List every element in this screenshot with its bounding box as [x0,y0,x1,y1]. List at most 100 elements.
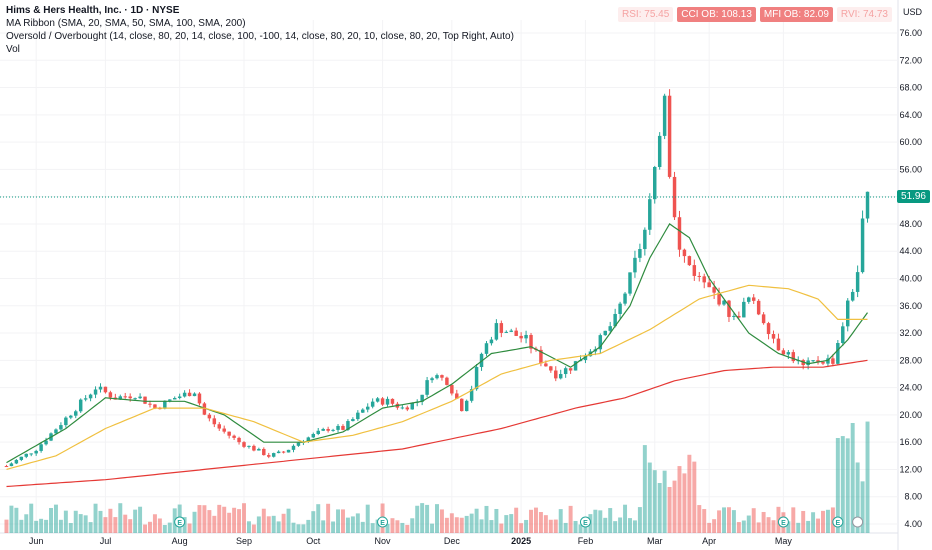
volume-bar [712,519,717,533]
volume-bar [717,510,722,533]
volume-bar [845,438,850,533]
symbol-title[interactable]: Hims & Hers Health, Inc. · 1D · NYSE [6,5,180,16]
candle-body [786,352,791,355]
volume-bar [499,523,504,533]
indicator-oversold-overbought[interactable]: Oversold / Overbought (14, close, 80, 20… [6,31,514,42]
x-tick-label: Mar [647,536,663,546]
volume-bar [741,520,746,533]
x-tick-label: Sep [236,536,252,546]
candle-body [291,445,296,450]
candle-body [831,358,835,364]
candle-body [123,396,127,398]
candle-body [435,375,439,379]
x-tick-label: Dec [444,536,461,546]
candle-body [544,363,548,367]
volume-bar [331,521,336,533]
volume-bar [415,505,420,533]
y-tick-label: 68.00 [899,83,922,93]
lightning-icon [852,516,864,528]
volume-bar [34,520,39,533]
volume-bar [29,503,34,533]
candle-body [776,338,781,351]
candle-body [549,366,553,371]
y-tick-label: 12.00 [899,464,922,474]
candle-body [633,257,637,273]
volume-bar [524,519,529,533]
candle-body [227,431,231,436]
volume-bar [133,509,138,533]
currency-label[interactable]: USD [902,7,922,17]
volume-bar [276,521,281,533]
candle-body [321,428,325,431]
volume-bar [474,508,479,533]
volume-bar [375,519,380,533]
volume-bar [632,520,637,533]
candle-body [850,291,855,301]
candle-body [168,399,172,401]
candle-body [751,297,756,301]
candle-body [187,392,192,397]
volume-bar [593,509,598,533]
candle-body [420,394,424,402]
volume-bar [246,521,251,533]
candle-body [326,428,330,431]
candle-body [78,399,83,412]
volume-bar [321,520,326,533]
volume-bar [786,521,791,533]
volume-bar [825,509,830,533]
candle-body [128,396,132,399]
candle-body [281,451,286,453]
candle-body [148,403,152,405]
candle-body [618,303,622,314]
y-tick-label: 36.00 [899,301,922,311]
candle-body [806,360,810,366]
candle-body [252,445,256,451]
candle-body [108,392,113,398]
indicator-badges: RSI: 75.45 CCI OB: 108.13 MFI OB: 82.09 … [618,7,892,22]
volume-bar [479,519,484,533]
candle-body [568,368,573,371]
candle-body [638,249,642,258]
candle-body [257,448,261,451]
volume-bar [251,524,256,533]
x-tick-label: Jul [100,536,112,546]
candle-body [742,301,746,318]
volume-bar [370,523,375,533]
volume-bar [444,517,449,533]
volume-bar [761,511,766,533]
y-tick-label: 48.00 [899,219,922,229]
candle-body [445,377,449,385]
volume-bar [439,509,444,533]
indicator-volume[interactable]: Vol [6,44,20,55]
volume-bar [222,506,227,533]
candle-body [484,343,489,354]
volume-bar [662,470,667,533]
volume-bar [88,522,93,533]
candle-body [356,412,360,420]
volume-bar [148,521,152,533]
x-tick-label: Oct [306,536,321,546]
volume-bar [682,473,687,533]
candle-body [460,398,464,412]
volume-bar [568,505,573,533]
y-tick-label: 40.00 [899,274,922,284]
candle-body [667,95,672,177]
volume-bar [39,518,44,533]
indicator-ma-ribbon[interactable]: MA Ribbon (SMA, 20, SMA, 50, SMA, 100, S… [6,18,246,29]
candle-body [697,275,702,277]
volume-bar [24,514,29,533]
candle-body [717,292,721,305]
candle-body [262,448,266,456]
candle-body [771,334,776,339]
candle-body [682,249,687,257]
volume-bar [326,503,331,533]
candle-body [440,375,444,378]
volume-bar [509,514,514,533]
candle-body [425,380,429,395]
earnings-marker-label: E [583,520,588,527]
volume-bar [816,518,821,533]
volume-bar [667,486,672,533]
x-tick-label: Jun [29,536,44,546]
candle-body [316,430,320,434]
